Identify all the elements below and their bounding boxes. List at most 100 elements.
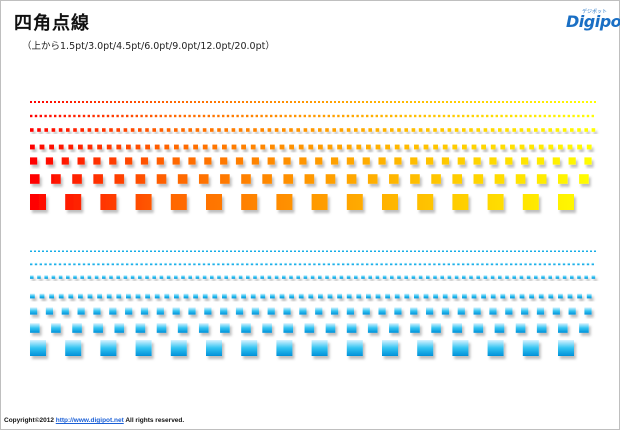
square-dot [380,114,383,118]
square-dot [82,101,84,103]
square-dot [554,250,556,252]
square-dot [410,174,420,184]
square-dot [394,293,400,299]
square-dot [241,262,244,266]
square-dot [241,293,246,299]
square-dot [473,323,484,333]
square-dot [164,293,170,299]
square-dot [366,262,369,266]
square-dot [224,275,228,279]
square-dot [404,275,408,279]
square-dot [58,114,62,118]
square-dot [346,340,363,356]
square-dot [310,128,315,132]
square-dot [116,114,119,118]
square-dot [390,275,394,279]
square-dot [402,101,404,103]
square-dot [584,307,592,315]
square-dot [330,157,339,165]
square-dot [134,101,136,103]
square-dot [590,101,592,103]
square-dot [514,114,518,118]
square-dot [579,323,589,333]
square-dot [514,262,518,266]
square-dot [126,293,131,299]
square-dot [351,114,354,118]
square-dot [222,101,224,103]
square-dot [283,307,291,315]
square-dot [442,293,448,299]
square-dot [548,293,554,299]
square-dot [522,250,524,252]
square-dot [452,340,469,356]
square-dot [188,157,196,165]
square-dot [410,323,420,333]
square-dot [114,174,125,184]
square-dot [339,275,344,279]
square-dot [87,144,93,150]
square-dot [422,101,424,103]
square-dot [279,144,285,150]
square-dot [78,114,81,118]
square-dot [135,262,138,266]
square-dot [186,101,188,103]
square-dot [97,293,102,299]
square-dot [303,262,306,266]
square-dot [70,250,72,252]
square-dot [494,174,505,184]
square-dot [470,250,472,252]
square-dot [30,144,35,150]
square-dot [332,128,336,132]
square-dot [442,144,448,150]
square-dot [62,101,64,103]
square-dot [591,114,594,118]
square-dot [356,293,362,299]
square-dot [102,275,106,279]
square-dot [529,114,532,118]
square-dot [546,250,548,252]
square-dot [106,262,110,266]
square-dot [174,262,177,266]
square-dot [386,250,388,252]
square-dot [354,250,356,252]
square-dot [102,128,106,132]
square-dot [366,144,371,150]
square-dot [406,101,408,103]
square-dot [512,275,516,279]
square-dot [178,114,182,118]
square-dot [142,101,144,103]
square-dot [538,250,540,252]
square-dot [72,323,82,333]
square-dot [548,114,551,118]
square-dot [42,250,44,252]
square-dot [195,128,200,132]
square-dot [100,340,117,356]
square-dot [366,114,369,118]
square-dot [152,275,156,279]
square-dot [250,114,254,118]
square-dot [332,275,336,279]
square-dot [222,250,224,252]
square-dot [212,114,215,118]
square-dot [389,174,399,184]
square-dot [562,250,564,252]
square-dot [142,250,144,252]
square-dot [87,293,93,299]
square-dot [308,114,311,118]
square-dot [178,262,182,266]
square-dot [521,157,529,165]
square-dot [138,275,142,279]
footer-link[interactable]: http://www.digipot.net [55,417,124,424]
square-dot [584,157,592,165]
square-dot [577,275,581,279]
square-dot [250,101,252,103]
square-dot [426,307,434,315]
square-dot [529,293,534,299]
square-dot [230,101,232,103]
square-dot [315,157,323,165]
square-dot [350,101,352,103]
square-dot [534,250,536,252]
square-dot [260,128,264,132]
square-dot [310,275,315,279]
square-dot [536,323,547,333]
